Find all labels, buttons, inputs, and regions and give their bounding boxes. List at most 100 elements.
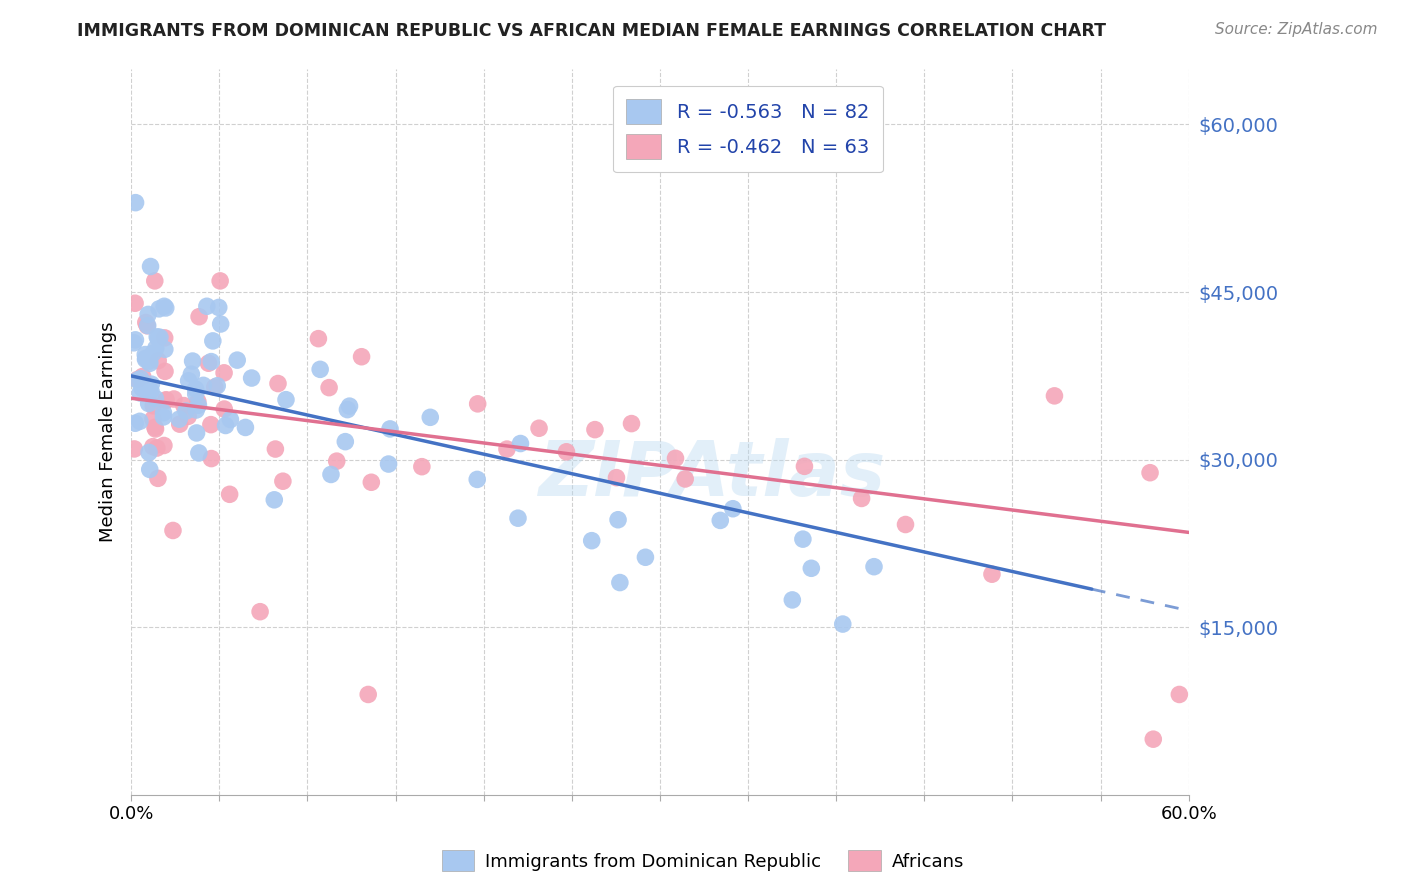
Point — [187, 446, 209, 460]
Point — [336, 402, 359, 417]
Point — [146, 471, 169, 485]
Point — [214, 418, 236, 433]
Point — [350, 350, 373, 364]
Point — [142, 346, 165, 360]
Point — [325, 454, 347, 468]
Point — [139, 384, 162, 398]
Point — [197, 356, 219, 370]
Point — [377, 457, 399, 471]
Point — [135, 316, 157, 330]
Point — [187, 398, 209, 412]
Point — [186, 425, 208, 440]
Point — [555, 445, 578, 459]
Point — [153, 364, 176, 378]
Legend: R = -0.563   N = 82, R = -0.462   N = 63: R = -0.563 N = 82, R = -0.462 N = 63 — [613, 86, 883, 172]
Point — [1139, 466, 1161, 480]
Point — [851, 491, 873, 506]
Point — [136, 318, 159, 333]
Point — [181, 354, 204, 368]
Point — [143, 420, 166, 434]
Point — [664, 451, 686, 466]
Point — [235, 420, 257, 434]
Point — [357, 688, 380, 702]
Point — [184, 387, 207, 401]
Point — [309, 362, 332, 376]
Point — [782, 593, 804, 607]
Point — [173, 399, 195, 413]
Point — [793, 459, 815, 474]
Point — [496, 442, 519, 456]
Point — [145, 422, 167, 436]
Point — [527, 421, 550, 435]
Point — [267, 376, 290, 391]
Point — [212, 402, 235, 417]
Point — [240, 371, 263, 385]
Point — [136, 307, 159, 321]
Point — [187, 394, 209, 409]
Point — [146, 441, 169, 455]
Point — [411, 459, 433, 474]
Point — [205, 378, 228, 392]
Point — [1043, 389, 1066, 403]
Point — [419, 410, 441, 425]
Point — [1168, 688, 1191, 702]
Point — [129, 386, 152, 401]
Point — [212, 366, 235, 380]
Point — [177, 409, 200, 424]
Point — [169, 417, 191, 432]
Point — [162, 524, 184, 538]
Point — [155, 301, 177, 315]
Point — [339, 399, 361, 413]
Point — [124, 416, 146, 430]
Point — [129, 371, 152, 385]
Point — [177, 374, 200, 388]
Point — [208, 301, 231, 315]
Point — [152, 409, 174, 424]
Point — [506, 511, 529, 525]
Point — [131, 369, 153, 384]
Point — [127, 372, 149, 386]
Point — [319, 467, 342, 482]
Point — [195, 299, 218, 313]
Point — [249, 605, 271, 619]
Point — [152, 406, 174, 420]
Point — [605, 470, 627, 484]
Point — [139, 462, 162, 476]
Point — [583, 423, 606, 437]
Point — [186, 403, 208, 417]
Point — [271, 474, 294, 488]
Point — [634, 550, 657, 565]
Point — [1142, 732, 1164, 747]
Point — [124, 333, 146, 347]
Point — [131, 381, 153, 395]
Point — [122, 335, 145, 350]
Point — [318, 381, 340, 395]
Point — [335, 434, 357, 449]
Point — [148, 353, 170, 368]
Point — [218, 487, 240, 501]
Point — [138, 396, 160, 410]
Point — [378, 422, 401, 436]
Point — [134, 352, 156, 367]
Point — [209, 274, 232, 288]
Point — [141, 377, 163, 392]
Point — [153, 343, 176, 357]
Point — [146, 331, 169, 345]
Point — [155, 392, 177, 407]
Point — [219, 412, 242, 426]
Point — [124, 442, 146, 456]
Point — [153, 299, 176, 313]
Point — [128, 414, 150, 428]
Point — [609, 575, 631, 590]
Point — [138, 445, 160, 459]
Point — [124, 195, 146, 210]
Point — [138, 354, 160, 368]
Point — [620, 417, 643, 431]
Point — [509, 436, 531, 450]
Point — [209, 317, 232, 331]
Point — [800, 561, 823, 575]
Point — [226, 353, 249, 368]
Point — [145, 392, 167, 406]
Point — [831, 617, 853, 632]
Point — [143, 274, 166, 288]
